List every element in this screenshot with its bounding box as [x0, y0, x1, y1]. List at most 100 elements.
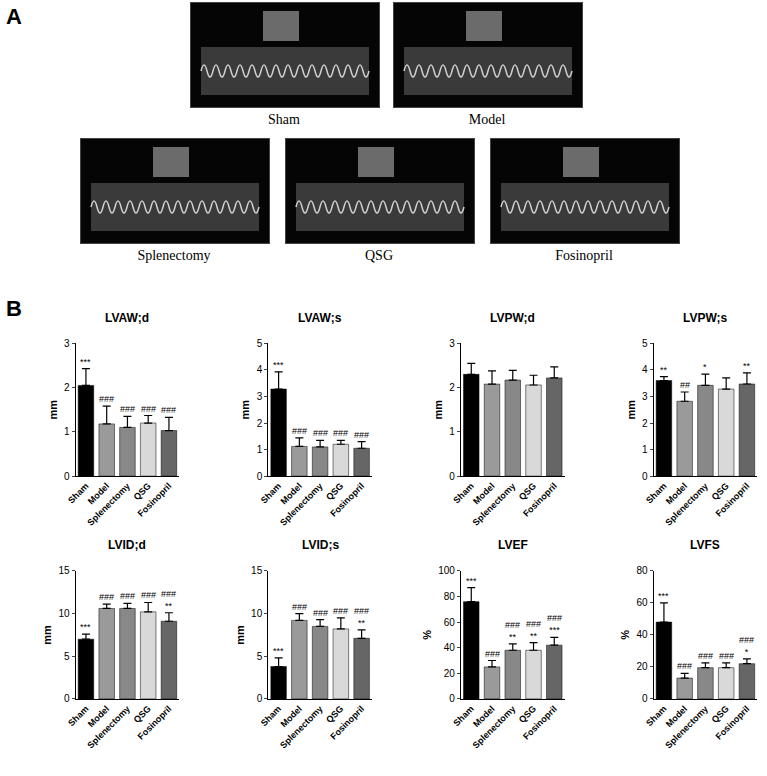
svg-text:Sham: Sham	[644, 481, 668, 505]
svg-text:Fosinopril: Fosinopril	[521, 704, 559, 742]
svg-text:###: ###	[333, 428, 348, 438]
svg-text:60: 60	[444, 617, 456, 628]
svg-text:%: %	[619, 630, 631, 640]
svg-text:2: 2	[64, 382, 70, 393]
svg-text:***: ***	[466, 576, 477, 586]
svg-text:Model: Model	[471, 481, 496, 506]
svg-text:###: ###	[161, 405, 176, 415]
svg-text:1: 1	[257, 444, 263, 455]
svg-text:3: 3	[257, 391, 263, 402]
svg-text:1: 1	[642, 444, 648, 455]
svg-text:3: 3	[449, 338, 455, 349]
svg-text:10: 10	[251, 608, 263, 619]
svg-text:###: ###	[485, 649, 500, 659]
svg-text:**: **	[743, 361, 751, 371]
svg-text:###: ###	[292, 602, 307, 612]
svg-text:LVPW;s: LVPW;s	[683, 311, 728, 325]
svg-text:mm: mm	[234, 625, 246, 645]
svg-text:Model: Model	[664, 481, 689, 506]
svg-text:###: ###	[698, 651, 713, 661]
svg-text:QSG: QSG	[132, 704, 153, 725]
svg-text:***: ***	[80, 357, 91, 367]
svg-text:40: 40	[636, 629, 648, 640]
svg-text:3: 3	[642, 391, 648, 402]
svg-text:QSG: QSG	[132, 481, 153, 502]
svg-text:Model: Model	[86, 704, 111, 729]
svg-text:Splenectomy: Splenectomy	[85, 481, 132, 528]
svg-text:2: 2	[257, 418, 263, 429]
svg-text:1: 1	[449, 426, 455, 437]
svg-text:Sham: Sham	[66, 481, 90, 505]
svg-text:100: 100	[438, 565, 455, 576]
svg-text:###: ###	[313, 608, 328, 618]
svg-text:QSG: QSG	[710, 481, 731, 502]
svg-text:***: ***	[273, 360, 284, 370]
svg-text:Fosinopril: Fosinopril	[521, 481, 559, 519]
svg-text:Splenectomy: Splenectomy	[278, 481, 325, 528]
svg-text:Fosinopril: Fosinopril	[328, 481, 366, 519]
svg-text:***: ***	[80, 622, 91, 632]
svg-text:Sham: Sham	[66, 704, 90, 728]
svg-text:2: 2	[642, 418, 648, 429]
svg-text:QSG: QSG	[710, 704, 731, 725]
svg-text:Splenectomy: Splenectomy	[663, 481, 710, 528]
svg-text:QSG: QSG	[517, 481, 538, 502]
svg-text:0: 0	[64, 693, 70, 704]
svg-text:###: ###	[677, 661, 692, 671]
svg-text:###: ###	[354, 430, 369, 440]
svg-text:40: 40	[444, 642, 456, 653]
svg-text:60: 60	[636, 597, 648, 608]
svg-text:LVAW;s: LVAW;s	[298, 311, 342, 325]
svg-text:Sham: Sham	[259, 704, 283, 728]
svg-text:Splenectomy: Splenectomy	[471, 704, 518, 751]
svg-text:%: %	[421, 630, 433, 640]
svg-text:0: 0	[449, 471, 455, 482]
svg-text:LVID;d: LVID;d	[108, 538, 146, 552]
svg-text:Splenectomy: Splenectomy	[663, 704, 710, 751]
svg-text:***: ***	[273, 646, 284, 656]
svg-text:Splenectomy: Splenectomy	[85, 704, 132, 751]
svg-text:5: 5	[257, 338, 263, 349]
svg-text:###: ###	[99, 592, 114, 602]
svg-text:0: 0	[449, 693, 455, 704]
svg-text:###: ###	[120, 404, 135, 414]
svg-text:QSG: QSG	[324, 704, 345, 725]
svg-text:LVEF: LVEF	[498, 538, 528, 552]
svg-text:0: 0	[257, 693, 263, 704]
svg-text:QSG: QSG	[517, 704, 538, 725]
svg-text:###: ###	[141, 404, 156, 414]
svg-text:80: 80	[636, 565, 648, 576]
svg-text:Sham: Sham	[451, 481, 475, 505]
svg-text:4: 4	[257, 364, 263, 375]
svg-text:0: 0	[642, 471, 648, 482]
svg-text:20: 20	[444, 668, 456, 679]
svg-text:Splenectomy: Splenectomy	[278, 704, 325, 751]
svg-text:2: 2	[449, 382, 455, 393]
svg-text:mm: mm	[625, 400, 637, 420]
svg-text:###: ###	[719, 651, 734, 661]
svg-text:3: 3	[64, 338, 70, 349]
svg-text:Fosinopril: Fosinopril	[136, 704, 174, 742]
svg-text:mm: mm	[239, 400, 251, 420]
svg-text:*: *	[703, 362, 707, 372]
svg-text:0: 0	[257, 471, 263, 482]
svg-text:Model: Model	[471, 704, 496, 729]
svg-text:##: ##	[680, 380, 690, 390]
svg-text:80: 80	[444, 591, 456, 602]
svg-text:0: 0	[642, 693, 648, 704]
svg-text:LVAW;d: LVAW;d	[105, 311, 149, 325]
svg-text:Sham: Sham	[644, 704, 668, 728]
svg-text:LVFS: LVFS	[690, 538, 720, 552]
svg-text:10: 10	[58, 608, 70, 619]
svg-text:###: ###	[333, 606, 348, 616]
svg-text:5: 5	[257, 651, 263, 662]
svg-text:LVID;s: LVID;s	[302, 538, 339, 552]
svg-text:mm: mm	[47, 400, 59, 420]
svg-text:###: ###	[313, 428, 328, 438]
svg-text:0: 0	[64, 471, 70, 482]
svg-text:Fosinopril: Fosinopril	[328, 704, 366, 742]
svg-text:5: 5	[64, 651, 70, 662]
svg-text:###***: ###***	[547, 613, 562, 635]
svg-text:Model: Model	[86, 481, 111, 506]
svg-text:Sham: Sham	[451, 704, 475, 728]
